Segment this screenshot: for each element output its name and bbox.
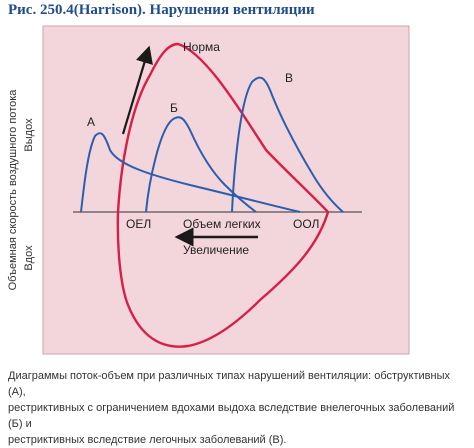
flow-direction-arrow — [121, 45, 153, 135]
label-a: А — [87, 115, 95, 129]
inhale-label: Вдох — [23, 245, 35, 271]
label-c: В — [285, 71, 293, 85]
curve-c — [231, 76, 344, 213]
label-ool: ООЛ — [293, 217, 319, 231]
figure-title: Рис. 250.4(Harrison). Нарушения вентиляц… — [8, 2, 315, 18]
caption-line: рестриктивных вследствие легочных заболе… — [8, 434, 287, 446]
label-lung-volume: Объем легких — [183, 217, 261, 231]
exhale-label: Выдох — [23, 118, 35, 152]
caption-line: рестриктивных с ограничением вдохами выд… — [8, 402, 455, 430]
flow-volume-diagram: Объемная скорость воздушного потока Выдо… — [7, 25, 410, 355]
y-axis-label: Объемная скорость воздушного потока — [7, 89, 19, 291]
caption-line: Диаграммы поток-объем при различных типа… — [8, 370, 450, 398]
label-oel: ОЕЛ — [126, 217, 151, 231]
normal-curve — [116, 42, 330, 348]
curve-a — [80, 132, 301, 213]
label-increase: Увеличение — [183, 243, 249, 257]
figure-caption: Диаграммы поток-объем при различных типа… — [8, 368, 470, 448]
label-normal: Норма — [183, 40, 220, 54]
label-b: Б — [170, 101, 178, 115]
diagram-panel — [42, 25, 410, 355]
